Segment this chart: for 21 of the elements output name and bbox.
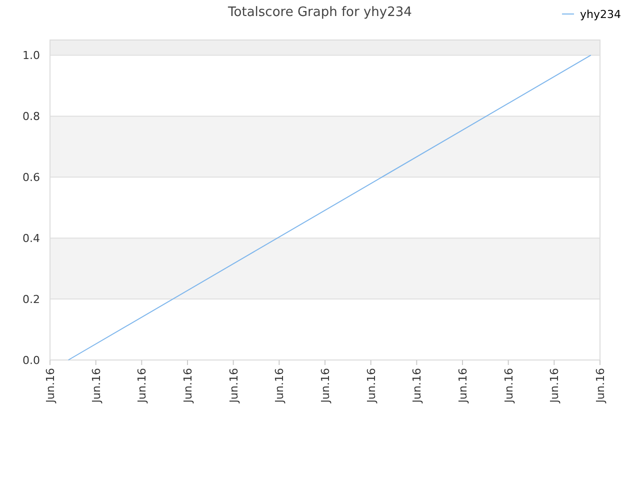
legend-label: yhy234 <box>580 8 621 21</box>
x-tick-label: Jun.16 <box>136 368 149 404</box>
y-tick-label: 0.8 <box>22 110 40 124</box>
x-tick-label: Jun.16 <box>502 368 516 404</box>
x-tick-label: Jun.16 <box>594 368 607 404</box>
x-tick-label: Jun.16 <box>273 368 286 404</box>
x-tick-label: Jun.16 <box>364 368 378 404</box>
x-tick-label: Jun.16 <box>319 368 332 404</box>
x-tick-label: Jun.16 <box>227 368 240 404</box>
x-tick-label: Jun.16 <box>548 368 562 404</box>
y-tick-label: 0.0 <box>22 354 40 367</box>
x-tick-label: Jun.16 <box>90 368 103 404</box>
x-tick-label: Jun.16 <box>410 368 424 404</box>
x-tick-label: Jun.16 <box>44 368 57 404</box>
y-tick-label: 0.6 <box>22 171 40 184</box>
y-tick-label: 0.4 <box>22 232 40 246</box>
x-tick-label: Jun.16 <box>182 368 194 404</box>
y-tick-label: 1.0 <box>22 49 40 62</box>
x-tick-label: Jun.16 <box>456 368 470 404</box>
chart-title: Totalscore Graph for yhy234 <box>227 5 412 20</box>
y-tick-label: 0.2 <box>22 293 40 306</box>
